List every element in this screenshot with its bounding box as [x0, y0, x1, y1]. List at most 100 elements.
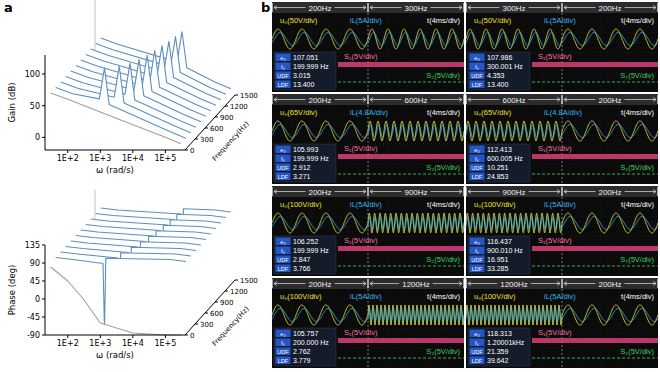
- header-arrowhead: [653, 282, 656, 286]
- current-wave: [466, 309, 562, 322]
- voltage-wave: [272, 213, 368, 233]
- readout-value: 118.313: [487, 330, 512, 337]
- header-arrowhead: [564, 282, 567, 286]
- readout-label: e₀: [474, 147, 479, 153]
- readout-tag: [276, 265, 291, 273]
- header-arrowhead: [459, 98, 462, 102]
- voltage-wave: [272, 121, 368, 141]
- z-tick: [185, 150, 188, 151]
- readout-value: 16.951: [487, 256, 509, 263]
- x-tick: [132, 150, 133, 153]
- readout-tag: [470, 72, 485, 80]
- screen-grid: [406, 13, 407, 92]
- readout-label: f₀: [281, 64, 285, 70]
- header-arrowhead: [363, 98, 366, 102]
- header-arrowhead: [468, 282, 471, 286]
- y-tick-label: 0: [35, 295, 40, 304]
- voltage-wave: [562, 121, 658, 141]
- time-label: t(4ms/div): [427, 108, 460, 117]
- readout-tag: [470, 164, 485, 172]
- header-arrowhead: [564, 6, 567, 10]
- segment-label: 900Hz: [404, 188, 427, 197]
- panel-letter: b: [261, 0, 270, 15]
- readout-tag: [470, 256, 485, 264]
- x-tick: [100, 150, 101, 153]
- scope-screen: 600Hz200Hzu₀(65V/div)iL(4.8A/div)t(4ms/d…: [466, 94, 658, 184]
- scope-screen: 200Hz900Hzu₀(100V/div)iL(5A/div)t(4ms/di…: [272, 186, 464, 276]
- readout-label: f₀: [475, 248, 479, 254]
- header-arrow: [335, 99, 366, 100]
- readout-tag: [276, 81, 291, 89]
- header-arrow: [625, 7, 656, 8]
- y-tick: [42, 74, 45, 75]
- readout-tag: [470, 357, 485, 365]
- readout-label: LDF: [472, 358, 483, 364]
- segment-label: 200Hz: [598, 188, 621, 197]
- current-wave: [272, 125, 368, 138]
- header-arrow: [564, 191, 595, 192]
- time-label: t(4ms/div): [621, 16, 654, 25]
- readout-label: f₀: [475, 156, 479, 162]
- screen-bg: [466, 186, 658, 276]
- x-tick-label: 1E+5: [154, 339, 176, 348]
- s1-label: S₁(5V/div): [538, 144, 572, 153]
- header-bar: [561, 3, 562, 12]
- header-arrowhead: [274, 98, 277, 102]
- readout-tag: [470, 247, 485, 255]
- scope-screen: 1200Hz200Hzu₀(100V/div)iL(5A/div)t(4ms/d…: [466, 278, 658, 368]
- iL-label: iL(4.8A/div): [350, 108, 388, 117]
- header-arrow: [529, 191, 560, 192]
- s2-label: S₂(5V/div): [620, 347, 654, 356]
- current-wave: [562, 33, 658, 46]
- header-arrow: [370, 99, 401, 100]
- header-arrowhead: [653, 98, 656, 102]
- s2-line: [338, 82, 464, 83]
- header-arrowhead: [557, 282, 560, 286]
- current-wave: [272, 33, 368, 46]
- z-tick: [215, 302, 218, 303]
- readout-label: UDF: [471, 165, 483, 171]
- z-tick-label: 600: [210, 310, 223, 318]
- z-axis-title: Frequency(Hz): [211, 305, 251, 348]
- screen-header: [272, 94, 464, 105]
- header-arrow: [274, 283, 305, 284]
- header-bar: [562, 279, 563, 288]
- x-tick: [165, 150, 166, 153]
- readout-label: e₀: [474, 55, 479, 61]
- slice-fill: [51, 93, 181, 150]
- header-arrow: [468, 191, 499, 192]
- readout-value: 199.999 Hz: [293, 63, 329, 70]
- readout-tag: [470, 330, 485, 338]
- readout-value: 13.400: [487, 81, 509, 88]
- screen-grid: [600, 13, 601, 92]
- readout-tag: [276, 348, 291, 356]
- current-wave: [368, 125, 464, 138]
- screen-header: [466, 186, 658, 197]
- header-arrowhead: [363, 190, 366, 194]
- z-tick-label: 900: [220, 114, 233, 122]
- readout-value: 116.437: [487, 238, 512, 245]
- s1-label: S₁(5V/div): [344, 236, 378, 245]
- u0-label: u₀(100V/div): [280, 292, 322, 301]
- s1-label: S₁(5V/div): [538, 52, 572, 61]
- header-bar: [466, 95, 467, 104]
- header-arrowhead: [653, 190, 656, 194]
- s1-label: S₁(5V/div): [344, 328, 378, 337]
- header-bar: [657, 95, 658, 104]
- y-tick: [42, 137, 45, 138]
- readout-value: 107.986: [487, 54, 512, 61]
- voltage-wave: [368, 213, 464, 233]
- scope-screen: 900Hz200Hzu₀(100V/div)iL(5A/div)t(4ms/di…: [466, 186, 658, 276]
- z-tick: [235, 95, 238, 96]
- readout-tag: [276, 256, 291, 264]
- header-arrowhead: [557, 190, 560, 194]
- voltage-wave: [368, 305, 464, 325]
- readout-value: 900.010 Hz: [487, 247, 523, 254]
- u0-label: u₀(100V/div): [474, 200, 516, 209]
- header-arrowhead: [370, 282, 373, 286]
- s2-label: S₂(5V/div): [620, 163, 654, 172]
- header-bar: [466, 3, 467, 12]
- header-bar: [367, 279, 368, 288]
- current-wave: [466, 33, 562, 46]
- iL-label: iL(5A/div): [350, 16, 382, 25]
